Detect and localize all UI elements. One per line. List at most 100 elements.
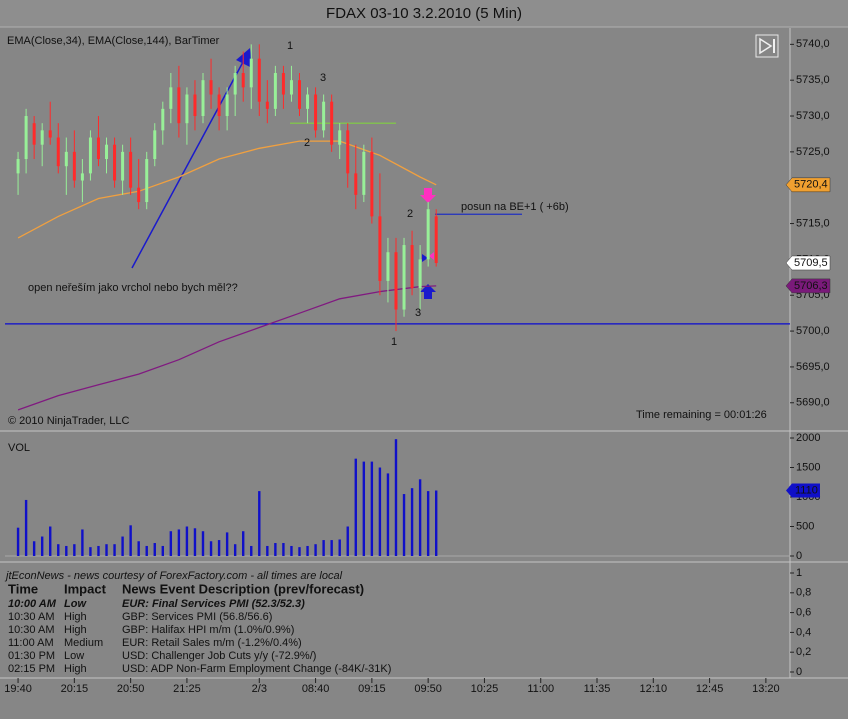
news-cell: USD: Challenger Job Cuts y/y (-72.9%/) (122, 650, 316, 662)
column-header: Time (8, 581, 38, 596)
price-marker (785, 278, 831, 294)
volume-bar (209, 541, 213, 556)
news-cell: 10:30 AM (8, 611, 54, 623)
candle-body (217, 94, 221, 117)
news-cell: High (64, 611, 87, 623)
candle-body (177, 87, 181, 124)
price-marker (785, 177, 831, 193)
price-marker-label: 5706,3 (794, 280, 828, 292)
candle-body (88, 137, 92, 174)
news-cell: EUR: Retail Sales m/m (-1.2%/0.4%) (122, 637, 302, 649)
volume-marker (786, 483, 820, 498)
volume-bar (65, 545, 68, 556)
y-tick-label: 2000 (796, 432, 820, 444)
candle-body (185, 94, 189, 124)
bar-timer: Time remaining = 00:01:26 (636, 409, 767, 421)
ema-line (17, 140, 437, 239)
candle-body (330, 101, 334, 145)
x-tick-label: 12:45 (696, 683, 724, 695)
x-tick-label: 12:10 (640, 683, 668, 695)
x-tick-label: 11:35 (584, 683, 611, 695)
price-marker (785, 255, 831, 271)
candle-body (105, 144, 109, 160)
news-cell: 01:30 PM (8, 650, 55, 662)
volume-bar (49, 526, 52, 556)
news-cell: GBP: Services PMI (56.8/56.6) (122, 611, 272, 623)
volume-bar (434, 490, 438, 556)
volume-bar (410, 488, 414, 556)
candle-body (418, 259, 422, 289)
volume-bar (338, 539, 341, 556)
volume-bar (290, 545, 293, 556)
candle-body (394, 252, 398, 310)
candle-body (434, 216, 438, 263)
candle-body (24, 116, 28, 160)
volume-bar (322, 540, 325, 556)
x-tick-label: 21:25 (173, 683, 201, 695)
volume-bar (282, 543, 285, 556)
y-tick-label: 5725,0 (796, 146, 830, 158)
candle-body (289, 80, 293, 95)
annotation: 1 (287, 40, 293, 52)
candle-body (129, 151, 133, 188)
y-tick-label: 0,4 (796, 626, 811, 638)
annotation: 1 (391, 336, 397, 348)
volume-bar (418, 479, 422, 556)
candle-body (346, 130, 350, 174)
volume-bar (225, 532, 229, 556)
candle-body (153, 130, 157, 160)
annotation: 3 (415, 307, 421, 319)
volume-bar (250, 545, 253, 556)
icon-play[interactable] (759, 37, 773, 55)
volume-bar (24, 499, 28, 556)
volume-bar (73, 544, 76, 556)
y-tick-label: 0 (796, 550, 802, 562)
news-cell: Low (64, 598, 87, 610)
candle-body (233, 73, 237, 95)
volume-bar (129, 525, 132, 556)
candle-body (370, 151, 374, 217)
candle-body (96, 137, 100, 160)
price-marker-label: 5709,5 (794, 257, 828, 269)
down-arrow (420, 188, 436, 203)
volume-bar (274, 543, 277, 556)
x-tick-label: 09:50 (414, 683, 442, 695)
candle-body (145, 159, 149, 203)
volume-bar (362, 461, 366, 556)
bar-timer-icon[interactable] (755, 34, 779, 58)
candle-body (338, 130, 342, 145)
annotation: open neřeším jako vrchol nebo bych měl?? (28, 282, 238, 294)
candle-body (80, 173, 84, 181)
candle-body (16, 159, 20, 174)
volume-bar (258, 491, 261, 556)
candle-body (378, 216, 382, 281)
y-tick-label: 5700,0 (796, 325, 830, 337)
candle-body (48, 130, 52, 138)
icon-frame[interactable] (755, 34, 779, 58)
candle-body (322, 101, 326, 131)
volume-bar (145, 545, 148, 556)
candle-body (354, 173, 358, 195)
copyright: © 2010 NinjaTrader, LLC (8, 415, 129, 427)
candle-body (306, 94, 310, 109)
candle-body (314, 94, 318, 131)
y-tick-label: 0,8 (796, 587, 811, 599)
x-tick-label: 19:40 (4, 683, 32, 695)
annotation: 2 (304, 137, 310, 149)
news-cell: High (64, 624, 87, 636)
x-tick-label: 11:00 (527, 683, 554, 695)
news-cell: USD: ADP Non-Farm Employment Change (-84… (122, 663, 391, 675)
annotation: 2 (407, 208, 413, 220)
volume-bar (32, 541, 36, 556)
candle-body (137, 187, 141, 203)
y-tick-label: 0 (796, 666, 802, 678)
panel-label: VOL (8, 442, 30, 454)
volume-bar (153, 543, 156, 556)
up-arrow (420, 284, 436, 299)
candle-body (121, 151, 125, 181)
news-cell: 10:00 AM (8, 598, 57, 610)
ema-line (17, 285, 437, 411)
chart-title: FDAX 03-10 3.2.2010 (5 Min) (326, 5, 522, 22)
news-cell: GBP: Halifax HPI m/m (1.0%/0.9%) (122, 624, 294, 636)
volume-bar (89, 547, 92, 556)
